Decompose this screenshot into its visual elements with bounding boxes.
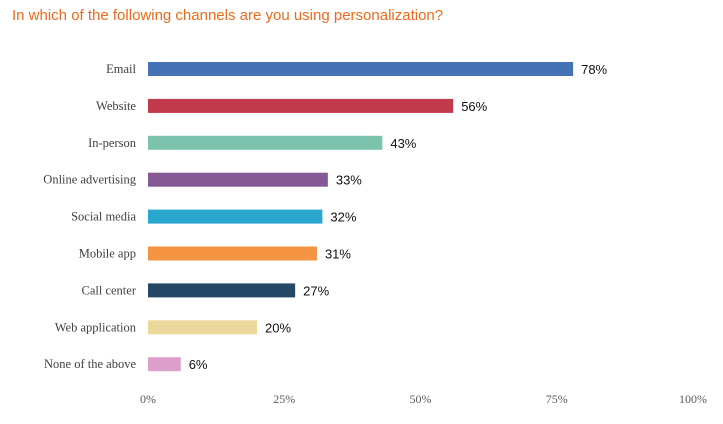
category-label: Website bbox=[96, 99, 136, 113]
bar bbox=[148, 209, 323, 224]
bar bbox=[148, 283, 296, 298]
bar bbox=[148, 62, 574, 76]
x-tick-label: 50% bbox=[410, 392, 432, 406]
category-label: Mobile app bbox=[79, 247, 136, 261]
x-tick-label: 75% bbox=[546, 392, 568, 406]
data-label: 6% bbox=[189, 357, 208, 372]
data-label: 31% bbox=[325, 247, 351, 262]
data-label: 20% bbox=[265, 320, 291, 335]
data-label: 27% bbox=[303, 283, 329, 298]
bar bbox=[148, 172, 328, 187]
category-label: Email bbox=[106, 62, 136, 76]
bar bbox=[148, 357, 181, 372]
data-label: 43% bbox=[390, 136, 416, 151]
category-label: Online advertising bbox=[43, 173, 136, 187]
data-label: 56% bbox=[461, 99, 487, 114]
bar bbox=[148, 246, 317, 261]
data-label: 33% bbox=[336, 173, 362, 188]
bar bbox=[148, 320, 257, 335]
category-label: Social media bbox=[71, 210, 136, 224]
category-label: Call center bbox=[82, 283, 137, 297]
chart-title: In which of the following channels are y… bbox=[12, 7, 444, 24]
data-label: 78% bbox=[581, 62, 607, 77]
data-label: 32% bbox=[330, 210, 356, 225]
bar bbox=[148, 135, 383, 150]
category-label: Web application bbox=[55, 320, 137, 334]
x-tick-label: 0% bbox=[140, 392, 156, 406]
bar bbox=[148, 98, 454, 113]
category-label: In-person bbox=[88, 136, 137, 150]
category-label: None of the above bbox=[44, 357, 136, 371]
x-tick-label: 25% bbox=[273, 392, 295, 406]
x-tick-label: 100% bbox=[679, 392, 707, 406]
